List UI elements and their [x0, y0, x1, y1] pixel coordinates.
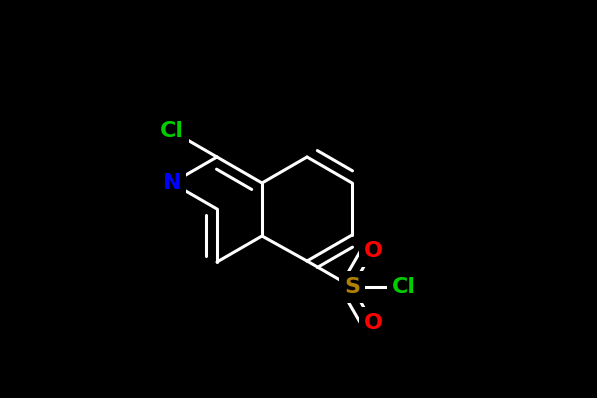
- Text: O: O: [362, 238, 384, 263]
- Text: Cl: Cl: [160, 121, 184, 141]
- Text: Cl: Cl: [158, 118, 186, 144]
- Text: N: N: [163, 173, 181, 193]
- Text: N: N: [161, 170, 183, 196]
- Text: Cl: Cl: [390, 274, 418, 300]
- Text: Cl: Cl: [392, 277, 416, 297]
- Text: S: S: [344, 277, 360, 297]
- Text: O: O: [364, 313, 383, 334]
- Text: O: O: [364, 241, 383, 261]
- Text: O: O: [362, 310, 384, 336]
- Text: S: S: [343, 274, 362, 300]
